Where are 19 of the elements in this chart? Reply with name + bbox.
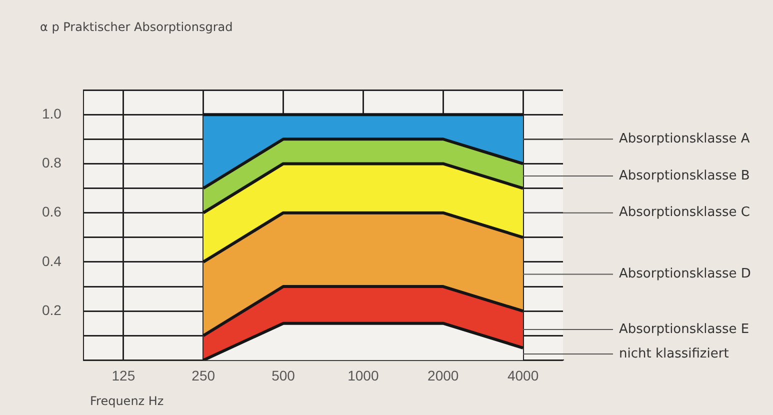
y-tick-label: 1.0 [42, 105, 62, 122]
x-tick-label: 4000 [507, 367, 539, 384]
x-tick-label: 250 [192, 367, 216, 384]
x-tick-label: 1000 [348, 367, 379, 384]
y-tick-label: 0.4 [42, 252, 62, 269]
x-axis-title: Frequenz Hz [90, 394, 164, 408]
text: Absorptionsklasse B [619, 168, 750, 184]
text: Absorptionsklasse E [619, 322, 750, 337]
y-tick-label: 0.2 [42, 302, 62, 318]
text: Absorptionsklasse C [619, 205, 750, 220]
x-tick-label: 125 [112, 367, 136, 384]
text: Absorptionsklasse D [619, 266, 751, 282]
x-tick-label: 2000 [428, 367, 459, 384]
y-axis-title: α p Praktischer Absorptionsgrad [40, 20, 233, 34]
text: nicht klassifiziert [619, 346, 729, 362]
y-tick-label: 0.8 [42, 154, 62, 171]
text: Absorptionsklasse A [619, 132, 750, 146]
x-tick-label: 500 [272, 367, 296, 384]
y-tick-label: 0.6 [42, 204, 62, 220]
